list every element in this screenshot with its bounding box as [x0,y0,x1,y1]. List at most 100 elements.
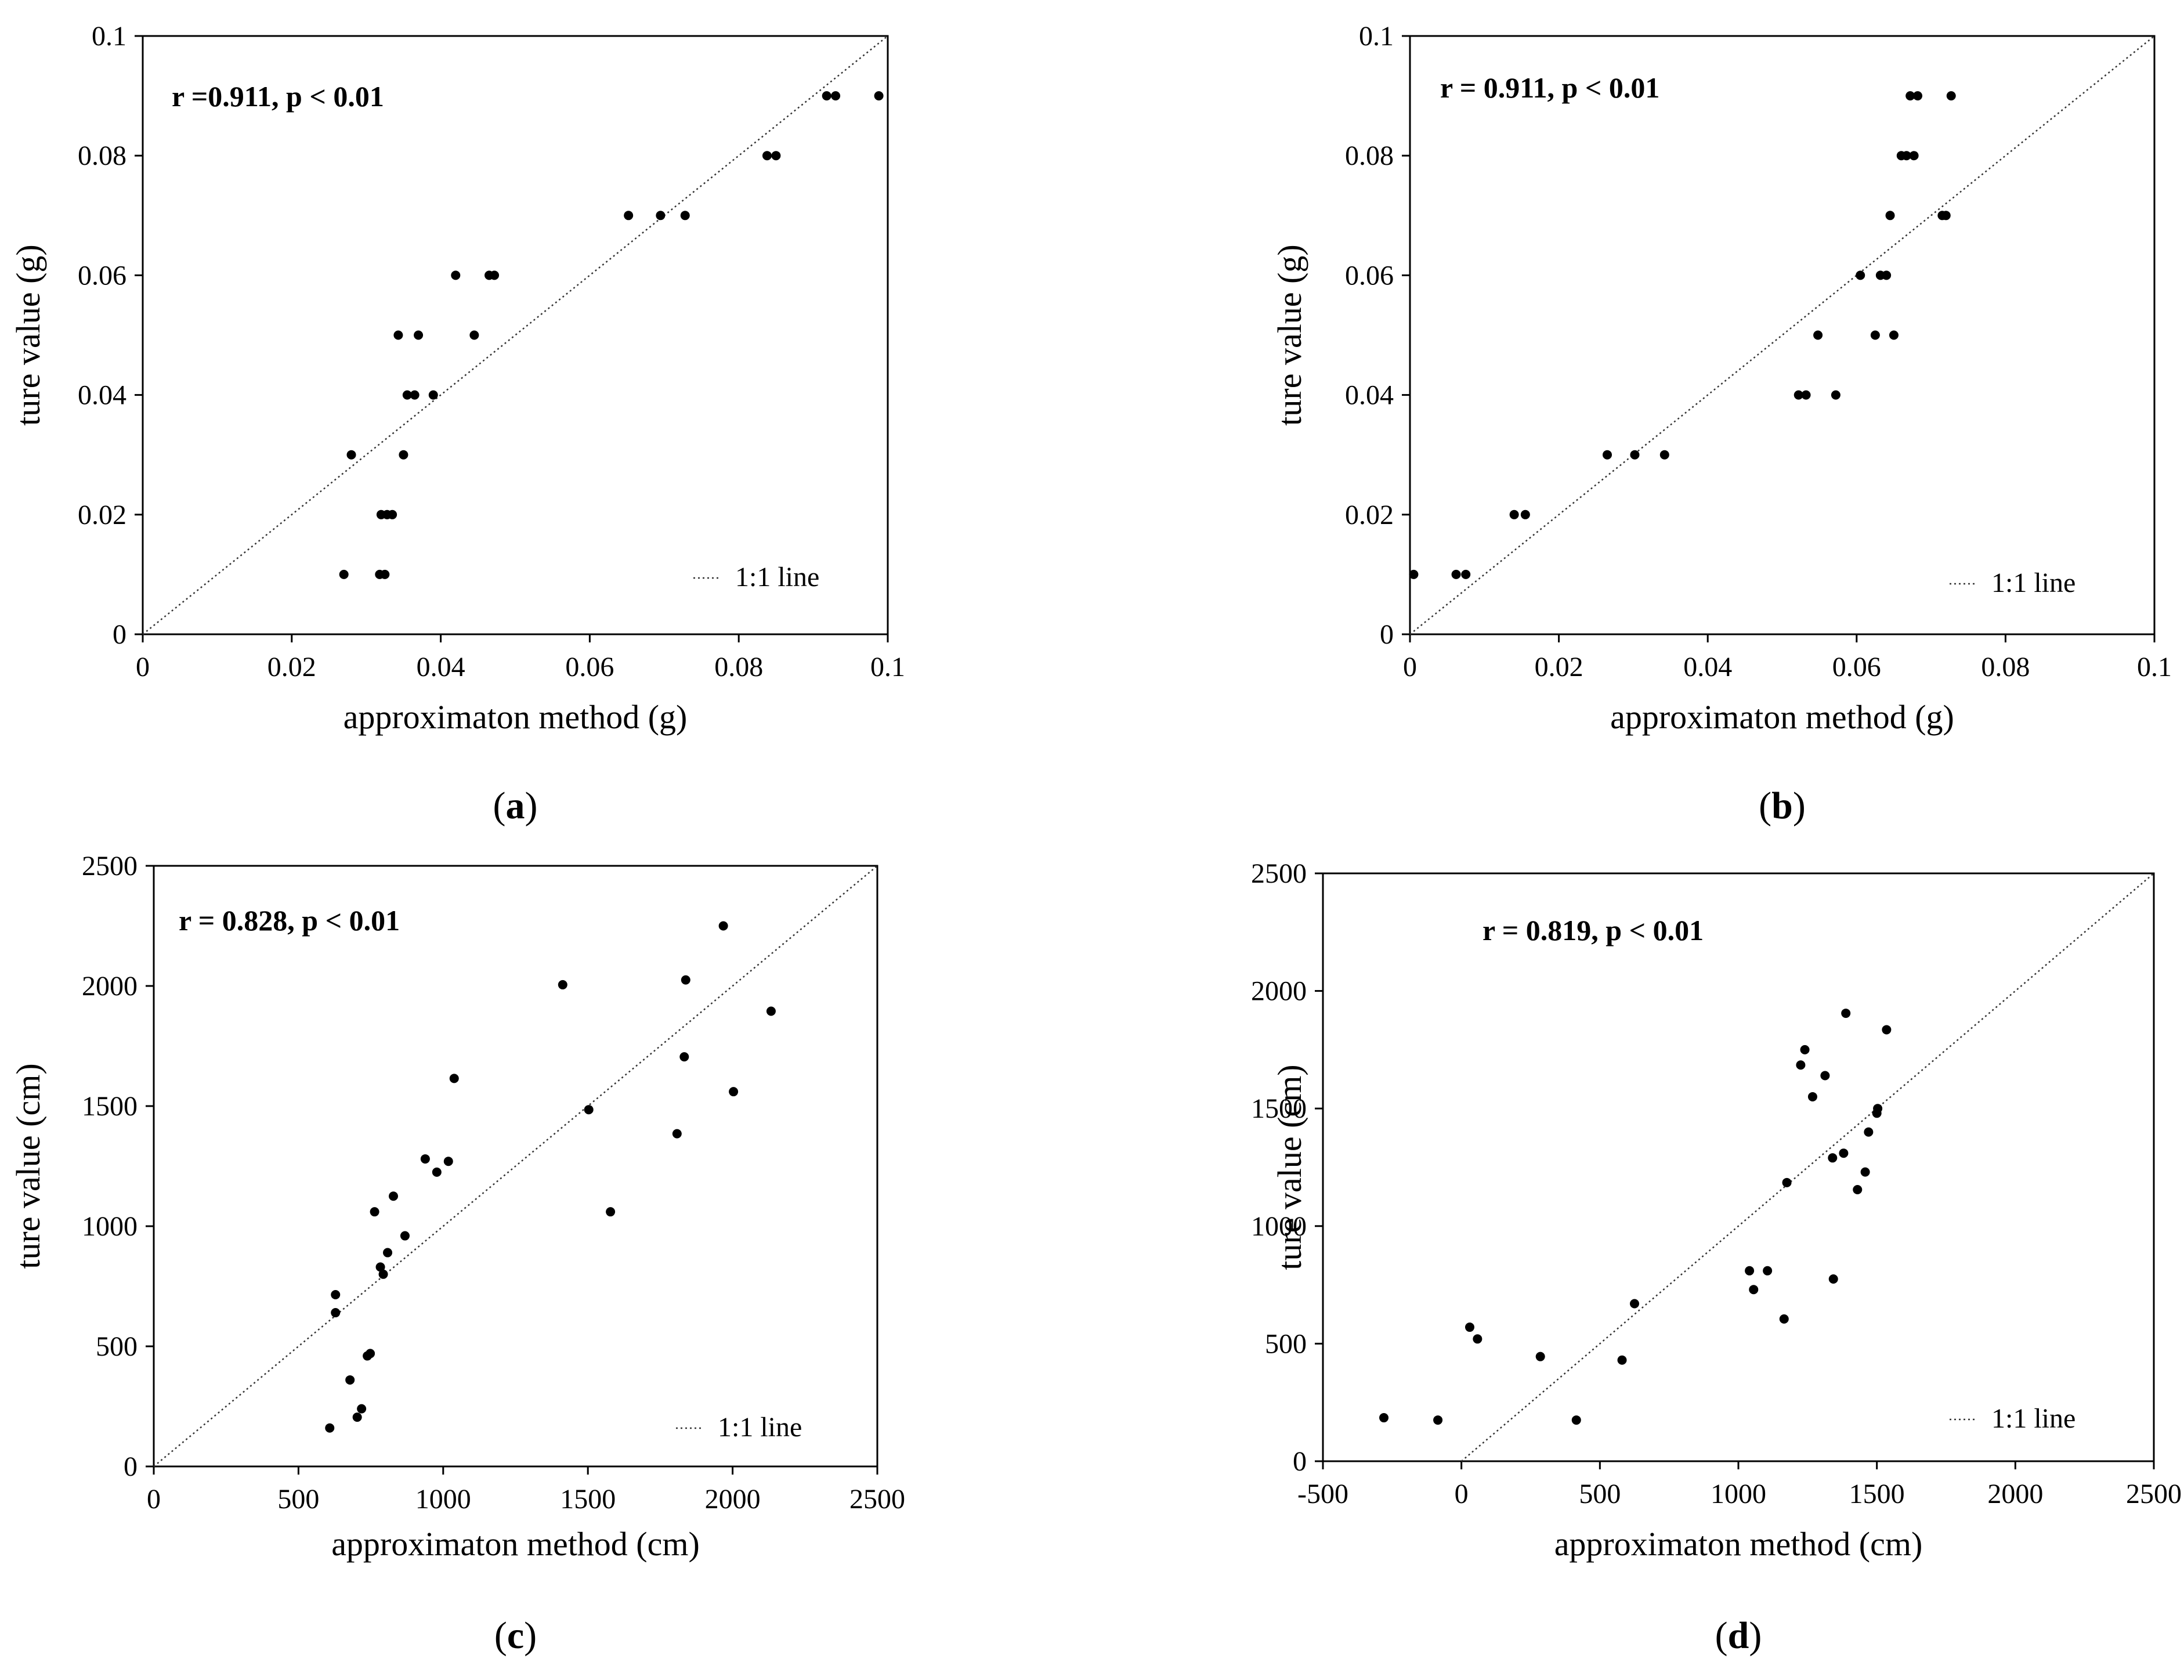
chart-c-panel-label: (c) [494,1614,537,1657]
chart-a-x-axis-title: approximaton method (g) [343,698,688,736]
chart-a-legend-label: 1:1 line [735,562,819,592]
chart-d-x-tick-label: 1500 [1849,1479,1905,1509]
chart-d-point-7 [1630,1299,1639,1309]
chart-b-legend-label: 1:1 line [1991,568,2075,598]
chart-a-x-tick-label: 0.08 [714,652,763,682]
chart-d-point-2 [1465,1323,1474,1332]
chart-c-point-8 [375,1262,385,1272]
chart-d-y-tick-label: 500 [1265,1328,1307,1359]
chart-d-y-tick-label: 2500 [1251,858,1307,889]
chart-d-point-26 [1882,1025,1892,1035]
charts-root: 0 0.02 0.04 0.06 0.08 0.1 0 0.02 0.04 0.06 0.08 0.1… [9,21,2182,1657]
chart-b-point-24 [1913,91,1923,101]
chart-c-y-tick-label: 2000 [82,971,138,1002]
chart-b-point-10 [1831,390,1841,400]
chart-c-point-22 [679,1052,689,1062]
chart-a-point-22 [822,91,831,101]
chart-b-x-tick-label: 0.1 [2137,652,2172,682]
chart-b-point-11 [1813,330,1823,340]
chart-d-point-10 [1763,1266,1773,1276]
chart-a-y-tick-label: 0.06 [78,260,126,291]
chart-b-x-axis-title: approximaton method (g) [1610,698,1954,736]
chart-a-point-9 [410,390,420,400]
chart-a-y-tick-label: 0.04 [78,380,126,411]
chart-b-y-axis-title: ture value (g) [1271,244,1308,425]
chart-b-point-12 [1870,330,1880,340]
chart-b-point-3 [1509,510,1519,519]
chart-a-point-18 [656,211,666,221]
chart-b-y-tick-label: 0.08 [1345,140,1394,171]
chart-a-point-19 [680,211,690,221]
chart-a-point-17 [624,211,634,221]
chart-b-annotation: r = 0.911, p < 0.01 [1440,71,1659,104]
chart-d-point-4 [1535,1352,1545,1361]
chart-c-y-tick-label: 1500 [82,1091,138,1122]
chart-c-point-2 [357,1404,367,1414]
chart-d-point-18 [1828,1274,1838,1284]
chart-a-one-to-one-line [142,35,888,635]
chart-c-y-tick-label: 500 [96,1331,138,1362]
chart-d-point-8 [1745,1266,1755,1276]
chart-d-y-tick-label: 0 [1293,1446,1307,1477]
chart-d-point-12 [1782,1177,1792,1187]
chart-b-point-25 [1946,91,1956,101]
chart-b-y-tick-label: 0.06 [1345,260,1394,291]
chart-c-x-tick-label: 2000 [705,1484,761,1515]
chart-c-x-tick-label: 1500 [560,1484,616,1515]
chart-c-x-tick-label: 2500 [849,1484,905,1515]
chart-c-annotation: r = 0.828, p < 0.01 [179,904,400,937]
chart-b-point-4 [1520,510,1530,519]
chart-b-plot-frame [1409,35,2156,635]
chart-a-y-tick-label: 0.1 [92,21,126,52]
chart-c-one-to-one-line [153,865,878,1467]
chart-a-x-tick-label: 0.06 [565,652,614,682]
chart-c-point-0 [325,1423,335,1433]
chart-b-point-7 [1659,450,1669,460]
chart-c-y-tick-label: 1000 [82,1211,138,1242]
chart-b-point-0 [1409,569,1419,579]
chart-c-x-tick-label: 500 [277,1484,319,1515]
chart-d-point-25 [1873,1104,1883,1114]
chart-d-point-21 [1853,1184,1863,1194]
chart-b-y-tick-label: 0.02 [1345,500,1394,530]
chart-d-point-17 [1828,1153,1838,1163]
chart-a-point-10 [428,390,438,400]
chart-d-one-to-one-line [1460,873,2154,1462]
chart-c-point-3 [345,1375,355,1385]
chart-c: 0 500 1000 1500 2000 2500 0 500 1000 1500 2000 2500… [9,851,905,1657]
chart-d-x-axis-title: approximaton method (cm) [1554,1525,1923,1563]
chart-c-point-11 [400,1231,410,1241]
chart-c-point-18 [558,980,567,989]
chart-a-point-20 [762,151,772,161]
chart-c-y-tick-label: 0 [124,1451,138,1482]
chart-b-x-tick-label: 0.08 [1981,652,2030,682]
chart-b-point-2 [1461,569,1471,579]
chart-b-point-22 [1909,151,1919,161]
chart-b-point-17 [1885,211,1895,221]
chart-a-point-11 [393,330,403,340]
chart-d-annotation: r = 0.819, p < 0.01 [1482,914,1704,946]
chart-b-panel-label: (b) [1759,785,1806,827]
chart-a-point-2 [380,569,390,579]
chart-d-point-13 [1796,1060,1806,1070]
chart-d-point-16 [1820,1071,1830,1081]
chart-c-point-6 [331,1308,341,1318]
chart-b-point-13 [1889,330,1899,340]
chart-b-point-6 [1630,450,1640,460]
chart-d-x-tick-label: 2000 [1987,1479,2043,1509]
chart-d-point-22 [1860,1167,1870,1177]
chart-a-y-axis-title: ture value (g) [9,244,47,425]
chart-b-x-tick-label: 0.06 [1832,652,1881,682]
chart-c-point-15 [432,1167,442,1177]
chart-c-point-24 [718,921,728,931]
chart-a-point-12 [414,330,424,340]
chart-d: -500 0 500 1000 1500 2000 25000500100015002000… [1251,858,2182,1657]
chart-b-one-to-one-line [1409,35,2155,635]
chart-b-point-16 [1882,270,1892,280]
chart-b-x-tick-label: 0 [1403,652,1417,682]
chart-c-point-17 [449,1074,459,1083]
chart-c-plot-frame [153,865,878,1468]
chart-c-point-13 [389,1191,399,1201]
chart-c-x-tick-label: 1000 [415,1484,471,1515]
chart-b-x-tick-label: 0.02 [1535,652,1583,682]
